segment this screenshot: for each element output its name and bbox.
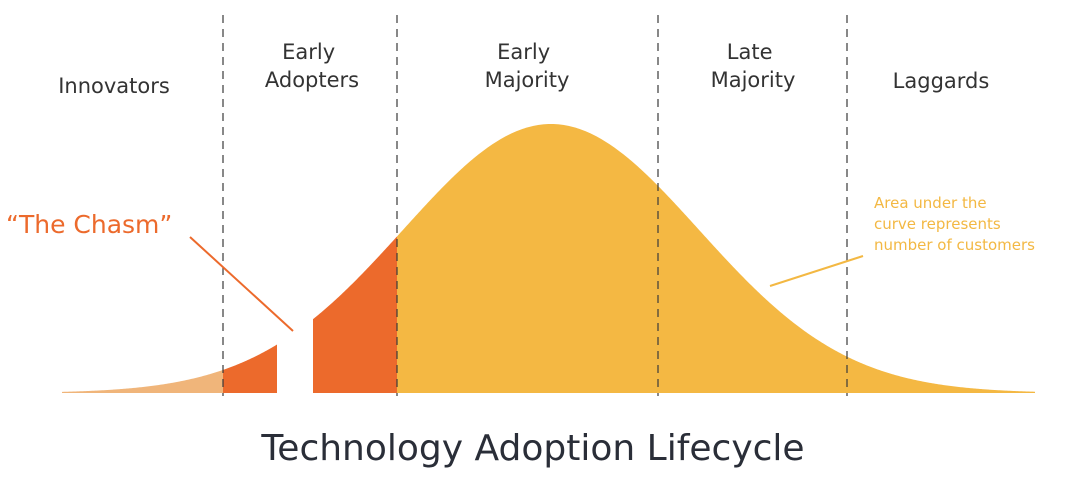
majority-and-laggards-region <box>397 124 1035 393</box>
segment-label-laggards: Laggards <box>893 69 990 93</box>
segment-label-innovators: Innovators <box>58 74 170 98</box>
area-annotation: Area under the curve represents number o… <box>874 194 1035 254</box>
diagram-title: Technology Adoption Lifecycle <box>260 428 804 469</box>
early-adopters-region-after-chasm <box>313 236 397 393</box>
early-adopters-region-before-chasm <box>223 344 277 393</box>
chasm-pointer-line <box>189 236 294 332</box>
innovators-region <box>62 369 223 393</box>
area-annotation-pointer-line <box>769 255 864 287</box>
chasm-label: “The Chasm” <box>6 210 172 239</box>
segment-label-early-majority: Early Majority <box>485 40 570 92</box>
segment-label-late-majority: Late Majority <box>711 40 796 92</box>
segment-label-early-adopters: Early Adopters <box>265 40 359 92</box>
